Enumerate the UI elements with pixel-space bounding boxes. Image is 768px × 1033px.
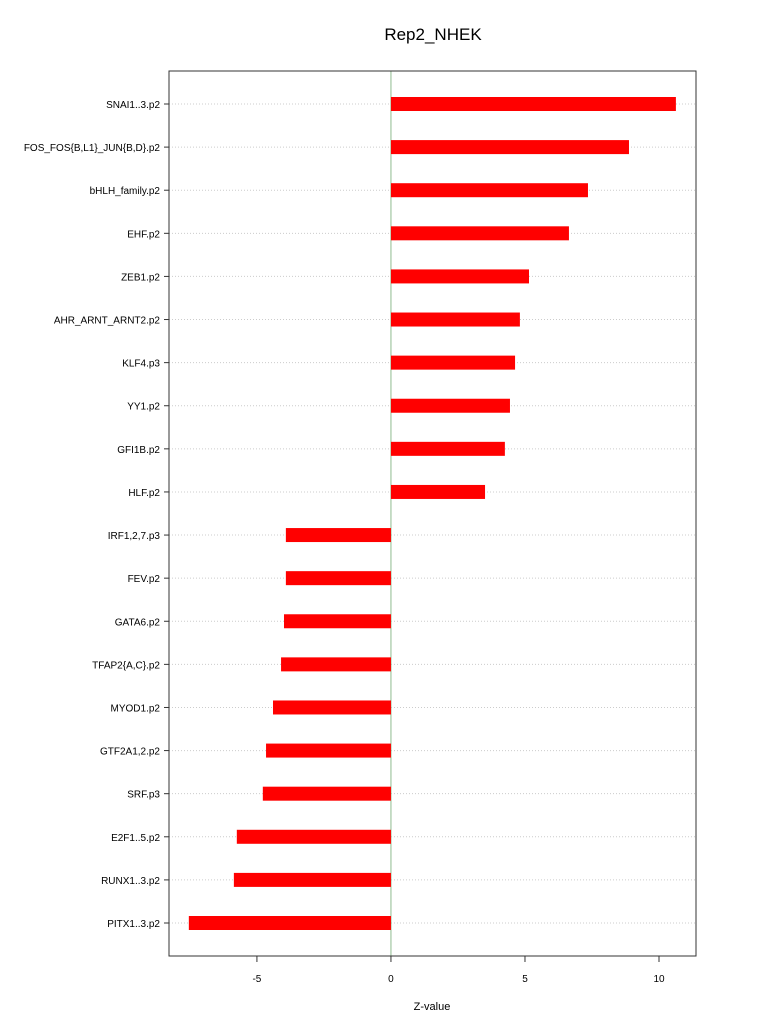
bar [285, 528, 391, 543]
y-tick-label: SNAI1..3.p2 [106, 100, 160, 111]
bar [236, 829, 391, 844]
y-tick-label: IRF1,2,7.p3 [108, 531, 161, 542]
bar [390, 226, 569, 241]
bar [233, 872, 391, 887]
y-tick-label: HLF.p2 [128, 488, 160, 499]
y-tick-label: ZEB1.p2 [121, 272, 160, 283]
bars [188, 97, 676, 930]
y-tick-label: RUNX1..3.p2 [101, 876, 160, 887]
y-tick-label: SRF.p3 [127, 790, 160, 801]
bar [390, 398, 510, 413]
plot-frame [168, 70, 697, 957]
y-tick-label: GFI1B.p2 [117, 445, 160, 456]
bar [390, 140, 629, 155]
x-tick-label: 10 [653, 974, 665, 985]
y-tick-label: GATA6.p2 [115, 617, 161, 628]
bar [390, 269, 530, 284]
y-tick-label: bHLH_family.p2 [90, 186, 161, 197]
bar [390, 183, 588, 198]
bar [188, 916, 391, 930]
x-axis-label: Z-value [414, 1001, 451, 1013]
y-tick-label: E2F1..5.p2 [111, 833, 160, 844]
y-axis: SNAI1..3.p2 FOS_FOS{B,L1}_JUN{B,D}.p2 bHLH… [24, 100, 169, 930]
bar [281, 657, 391, 672]
y-tick-label: YY1.p2 [127, 402, 160, 413]
bar [273, 700, 391, 715]
bar [262, 786, 391, 801]
chart-title: Rep2_NHEK [384, 25, 482, 44]
y-tick-label: EHF.p2 [127, 229, 160, 240]
x-tick-label: 0 [388, 974, 394, 985]
x-tick-label: -5 [252, 974, 261, 985]
y-tick-label: KLF4.p3 [122, 359, 160, 370]
y-tick-label: GTF2A1,2.p2 [100, 747, 160, 758]
y-tick-label: TFAP2{A,C}.p2 [92, 660, 160, 671]
x-tick-label: 5 [522, 974, 528, 985]
y-tick-label: FOS_FOS{B,L1}_JUN{B,D}.p2 [24, 143, 161, 154]
y-tick-label: MYOD1.p2 [111, 703, 161, 714]
y-tick-label: AHR_ARNT_ARNT2.p2 [54, 316, 161, 327]
bar [390, 484, 486, 499]
y-tick-label: FEV.p2 [128, 574, 161, 585]
bar [283, 614, 391, 629]
bar [390, 355, 516, 370]
y-tick-label: PITX1..3.p2 [107, 919, 160, 930]
bar [266, 743, 391, 758]
bar [285, 571, 391, 586]
bar [390, 312, 520, 327]
bar [390, 441, 505, 456]
x-axis: -5 0 5 10 [252, 955, 665, 985]
bar [390, 97, 676, 111]
